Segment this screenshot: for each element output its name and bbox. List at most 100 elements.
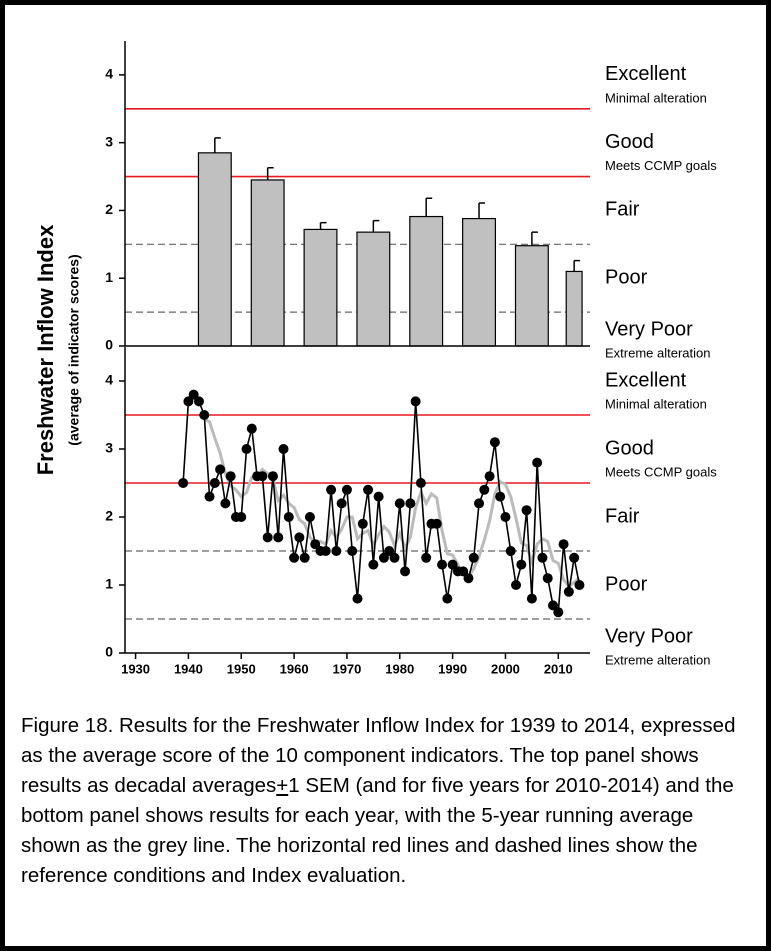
point	[558, 539, 569, 550]
x-tick-label: 2000	[491, 661, 520, 676]
rating-label: Good	[605, 131, 654, 153]
rating-note: Minimal alteration	[605, 90, 707, 105]
x-tick-label: 1990	[438, 661, 467, 676]
point	[341, 484, 352, 495]
bar	[303, 228, 338, 347]
y-tick-label: 3	[105, 440, 113, 456]
point	[289, 552, 300, 563]
point	[489, 437, 500, 448]
y-tick-label: 3	[105, 133, 113, 149]
y-tick-label: 2	[105, 508, 113, 524]
point	[410, 396, 421, 407]
point	[294, 532, 305, 543]
point	[220, 498, 231, 509]
point	[204, 491, 215, 502]
bar	[514, 245, 549, 347]
x-tick-label: 1970	[332, 661, 361, 676]
point	[283, 512, 294, 522]
point	[516, 559, 527, 570]
point	[484, 471, 495, 482]
point	[193, 396, 204, 407]
point	[320, 546, 331, 556]
point	[209, 478, 220, 488]
point	[225, 471, 236, 482]
point	[537, 552, 548, 563]
x-tick-label: 2010	[544, 661, 573, 676]
point	[569, 552, 580, 563]
rating-label: Very Poor	[605, 625, 693, 647]
point	[505, 546, 516, 556]
point	[384, 546, 395, 556]
point	[304, 512, 315, 522]
y-tick-label: 0	[105, 644, 113, 660]
bar	[462, 217, 497, 347]
point	[405, 498, 416, 509]
point	[474, 498, 485, 509]
point	[215, 464, 226, 475]
point	[442, 593, 453, 604]
point	[278, 444, 289, 454]
point	[378, 552, 389, 563]
point	[415, 478, 426, 488]
point	[352, 593, 363, 604]
point	[241, 444, 252, 454]
y-tick-label: 1	[105, 576, 113, 592]
point	[458, 566, 469, 577]
point	[421, 552, 432, 563]
bar	[250, 179, 285, 347]
point	[500, 512, 511, 522]
x-tick-label: 1930	[121, 661, 150, 676]
chart: Freshwater Inflow Index (average of indi…	[33, 41, 717, 676]
rating-note: Minimal alteration	[605, 396, 707, 411]
rating-label: Fair	[605, 505, 640, 527]
point	[299, 552, 310, 563]
y-tick-label: 2	[105, 201, 113, 217]
x-tick-label: 1960	[280, 661, 309, 676]
point	[574, 580, 585, 590]
point	[511, 580, 522, 590]
rating-note: Meets CCMP goals	[605, 158, 717, 173]
rating-note: Extreme alteration	[605, 652, 711, 667]
point	[331, 546, 342, 556]
point	[468, 552, 479, 563]
point	[437, 559, 448, 570]
point	[347, 546, 358, 556]
rating-label: Poor	[605, 573, 648, 595]
rating-note: Meets CCMP goals	[605, 464, 717, 479]
x-tick-label: 1940	[174, 661, 203, 676]
rating-label: Good	[605, 437, 654, 459]
point	[400, 566, 411, 577]
bar	[565, 270, 583, 347]
rating-label: Poor	[605, 267, 648, 289]
point	[178, 478, 189, 488]
point	[183, 396, 194, 407]
rating-label: Excellent	[605, 369, 687, 391]
y-tick-label: 0	[105, 337, 113, 353]
point	[336, 498, 347, 509]
point	[199, 410, 210, 420]
point	[310, 539, 321, 550]
caption-text: Figure 18. Results for the Freshwater In…	[21, 714, 736, 797]
point	[368, 559, 379, 570]
bar	[197, 152, 232, 347]
point	[262, 532, 273, 543]
caption-text: 1 SEM (and for five years for 2010-2014)…	[21, 774, 734, 887]
y-tick-label: 4	[105, 372, 113, 388]
caption-text: +	[276, 774, 289, 797]
point	[389, 552, 400, 563]
point	[479, 484, 490, 495]
bar	[356, 231, 391, 347]
y-tick-label: 1	[105, 269, 113, 285]
rating-label: Fair	[605, 199, 640, 221]
series-line	[203, 417, 581, 589]
point	[431, 518, 442, 529]
y-axis-title: Freshwater Inflow Index	[33, 224, 58, 475]
point	[532, 457, 543, 468]
point	[563, 586, 574, 597]
point	[363, 484, 374, 495]
x-tick-label: 1980	[385, 661, 414, 676]
point	[553, 607, 564, 618]
point	[373, 491, 384, 502]
point	[267, 471, 278, 482]
